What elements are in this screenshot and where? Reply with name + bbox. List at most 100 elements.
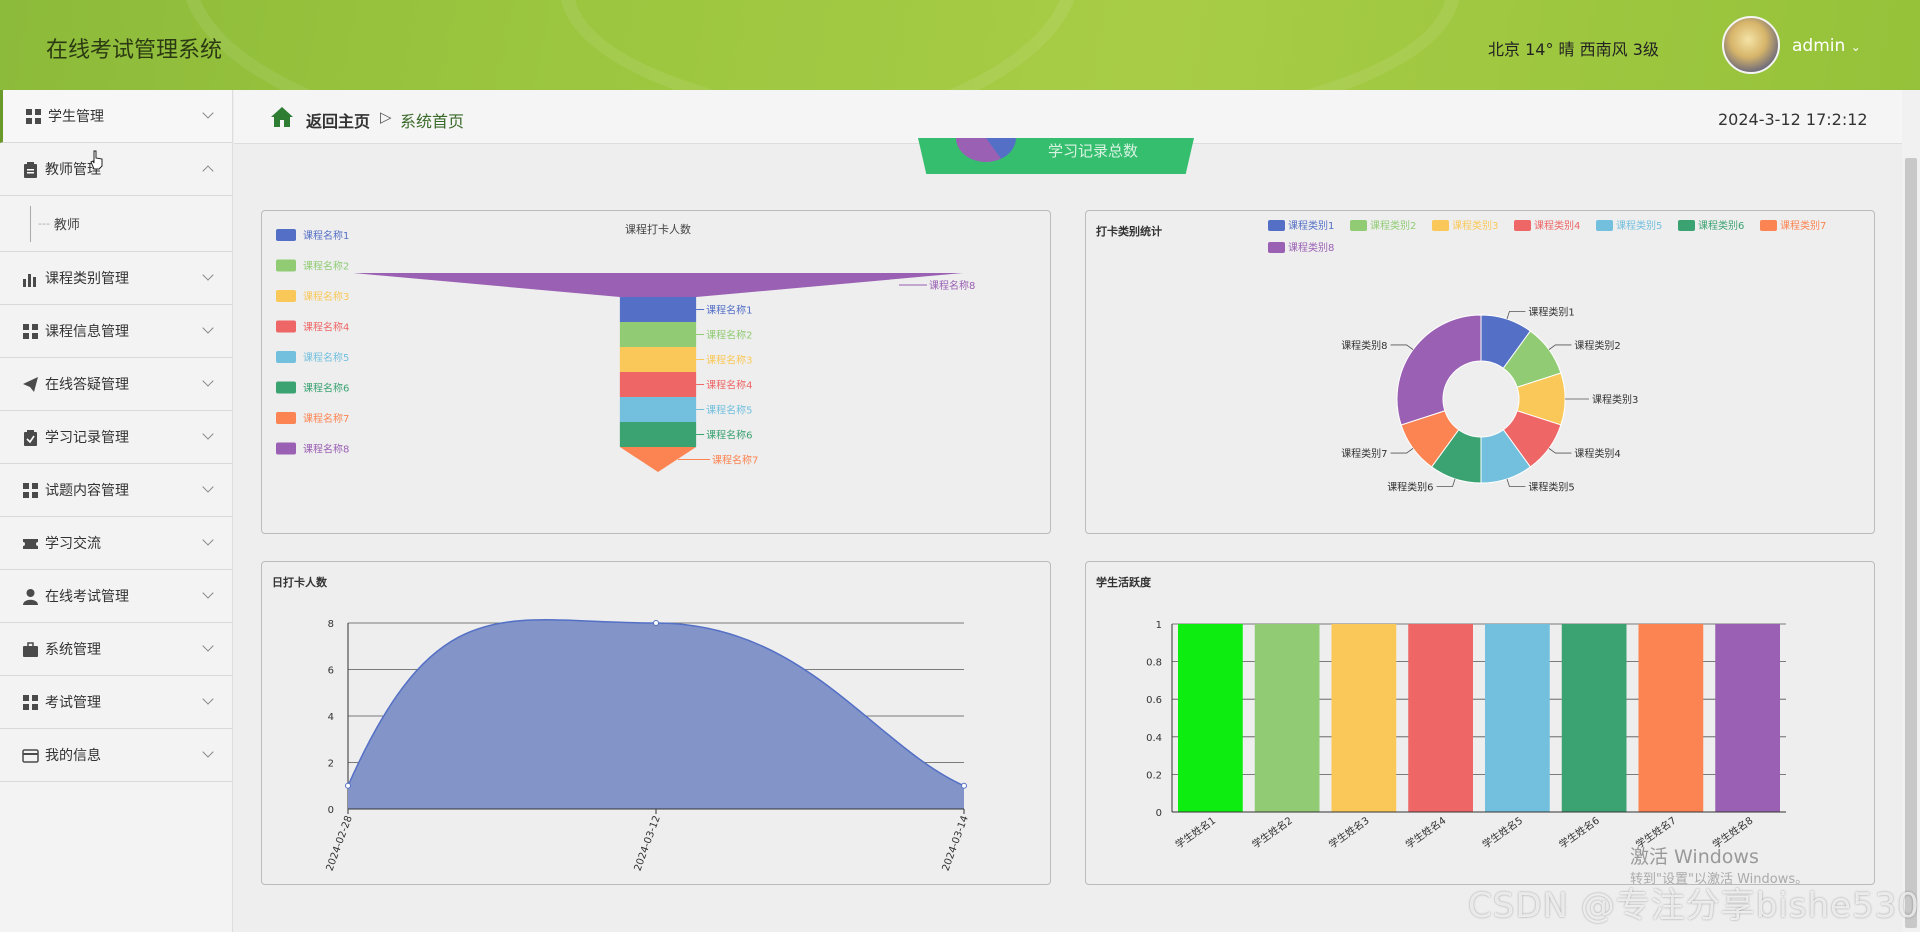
sidebar-item-label: 学习交流: [45, 536, 101, 552]
data-point[interactable]: [653, 620, 659, 626]
chevron-down-icon: [202, 428, 214, 440]
sidebar-item-label: 学习记录管理: [45, 430, 129, 446]
vertical-scrollbar[interactable]: [1902, 90, 1920, 932]
legend-label[interactable]: 课程类别2: [1370, 219, 1416, 232]
legend-label[interactable]: 课程名称1: [303, 229, 349, 242]
x-tick-label: 学生姓名1: [1173, 814, 1218, 851]
app-header: 在线考试管理系统 北京 14° 晴 西南风 3级 admin ⌄: [0, 0, 1920, 90]
funnel-segment[interactable]: [619, 372, 697, 397]
system-title: 在线考试管理系统: [46, 38, 223, 63]
funnel-segment[interactable]: [619, 397, 697, 422]
avatar[interactable]: [1722, 16, 1780, 74]
pie-slice[interactable]: [1396, 314, 1482, 426]
legend-label[interactable]: 课程类别6: [1698, 219, 1744, 232]
legend-label[interactable]: 课程名称8: [303, 443, 349, 456]
x-tick-label: 2024-02-28: [325, 814, 355, 872]
pie-label: 课程类别6: [1387, 480, 1433, 493]
legend-swatch[interactable]: [276, 229, 296, 241]
y-tick-label: 2: [328, 759, 334, 770]
user-menu[interactable]: admin ⌄: [1792, 36, 1861, 56]
legend-swatch[interactable]: [276, 320, 296, 333]
legend-swatch[interactable]: [1760, 220, 1777, 231]
sidebar-item[interactable]: 课程类别管理: [0, 252, 232, 305]
sidebar-subitem-teacher[interactable]: --- 教师: [0, 196, 232, 252]
card-icon: [22, 747, 39, 764]
data-point[interactable]: [345, 782, 351, 789]
legend-label[interactable]: 课程名称2: [303, 260, 349, 273]
user-name[interactable]: admin: [1792, 36, 1846, 56]
sidebar-item[interactable]: 学生管理: [0, 90, 232, 143]
bar[interactable]: [1254, 624, 1320, 812]
bar[interactable]: [1638, 624, 1704, 812]
funnel-label: 课程名称7: [712, 454, 758, 467]
sidebar-item[interactable]: 在线考试管理: [0, 570, 232, 623]
scrollbar-thumb[interactable]: [1905, 158, 1917, 928]
legend-swatch[interactable]: [1596, 220, 1613, 231]
area-chart: 0 2 4 6 8 2024-02-28 2024-03-12 2024-03-14: [325, 619, 971, 873]
legend-swatch[interactable]: [1350, 220, 1367, 231]
hand-cursor-icon: [90, 150, 103, 170]
legend-label[interactable]: 课程类别4: [1534, 219, 1580, 232]
legend-swatch[interactable]: [276, 259, 296, 272]
legend-label[interactable]: 课程名称4: [303, 321, 349, 334]
sidebar-item[interactable]: 学习记录管理: [0, 411, 232, 464]
legend-swatch[interactable]: [1268, 220, 1285, 231]
x-tick-label: 学生姓名4: [1403, 814, 1448, 851]
legend-swatch[interactable]: [276, 381, 296, 394]
funnel-segment[interactable]: [619, 422, 697, 447]
bar[interactable]: [1715, 624, 1780, 812]
stat-card-study-records: 学习记录总数: [918, 138, 1194, 174]
legend-swatch[interactable]: [1514, 220, 1531, 231]
funnel-segment[interactable]: [619, 447, 697, 472]
legend-label[interactable]: 课程类别3: [1452, 219, 1498, 232]
sidebar: 学生管理 教师管理 --- 教师 课程类别管理 课程信息管理在线答疑管理 学习记录管理试题内…: [0, 90, 233, 932]
legend-label[interactable]: 课程名称3: [303, 290, 349, 303]
funnel-segment[interactable]: [619, 347, 697, 372]
legend-swatch[interactable]: [1432, 220, 1449, 231]
bar[interactable]: [1331, 624, 1397, 812]
sidebar-item[interactable]: 在线答疑管理: [0, 358, 232, 411]
sidebar-item[interactable]: 课程信息管理: [0, 305, 232, 358]
legend-swatch[interactable]: [276, 412, 296, 424]
sidebar-item[interactable]: 学习交流: [0, 517, 232, 570]
sidebar-item-label: 考试管理: [45, 695, 101, 711]
pie-label: 课程类别8: [1341, 339, 1387, 352]
chevron-down-icon: [202, 375, 214, 387]
label-line: [1506, 311, 1526, 320]
sidebar-item[interactable]: 我的信息: [0, 729, 232, 782]
legend-swatch[interactable]: [276, 290, 296, 302]
data-point[interactable]: [961, 782, 967, 789]
sidebar-item[interactable]: 试题内容管理: [0, 464, 232, 517]
legend-swatch[interactable]: [1268, 242, 1285, 253]
legend-label[interactable]: 课程名称7: [303, 412, 349, 425]
bar[interactable]: [1561, 624, 1627, 812]
legend-swatch[interactable]: [276, 442, 296, 455]
sidebar-item[interactable]: 系统管理: [0, 623, 232, 676]
bar[interactable]: [1178, 624, 1243, 812]
funnel-label: 课程名称1: [706, 304, 752, 317]
y-tick-label: 0.6: [1146, 695, 1162, 706]
funnel-segment[interactable]: [619, 297, 697, 322]
bar[interactable]: [1485, 624, 1550, 812]
home-icon[interactable]: [270, 106, 294, 128]
chevron-down-icon[interactable]: ⌄: [1850, 40, 1861, 54]
funnel-segment[interactable]: [353, 273, 963, 297]
chart-title: 课程打卡人数: [625, 222, 691, 236]
legend-label[interactable]: 课程名称5: [303, 351, 349, 364]
funnel-segment[interactable]: [619, 322, 697, 347]
legend-label[interactable]: 课程类别8: [1288, 241, 1334, 254]
breadcrumb-home[interactable]: 返回主页: [306, 112, 371, 131]
legend-label[interactable]: 课程类别1: [1288, 219, 1334, 232]
y-tick-label: 0.8: [1146, 658, 1162, 669]
sidebar-item-label: 在线答疑管理: [45, 377, 129, 393]
bar[interactable]: [1408, 624, 1473, 812]
legend-label[interactable]: 课程名称6: [303, 382, 349, 395]
y-tick-label: 8: [328, 619, 334, 630]
label-line: [1506, 478, 1526, 487]
legend-label[interactable]: 课程类别7: [1780, 219, 1826, 232]
legend-swatch[interactable]: [1678, 220, 1695, 231]
sidebar-item[interactable]: 教师管理: [0, 143, 232, 196]
legend-label[interactable]: 课程类别5: [1616, 219, 1662, 232]
legend-swatch[interactable]: [276, 351, 296, 363]
sidebar-item[interactable]: 考试管理: [0, 676, 232, 729]
